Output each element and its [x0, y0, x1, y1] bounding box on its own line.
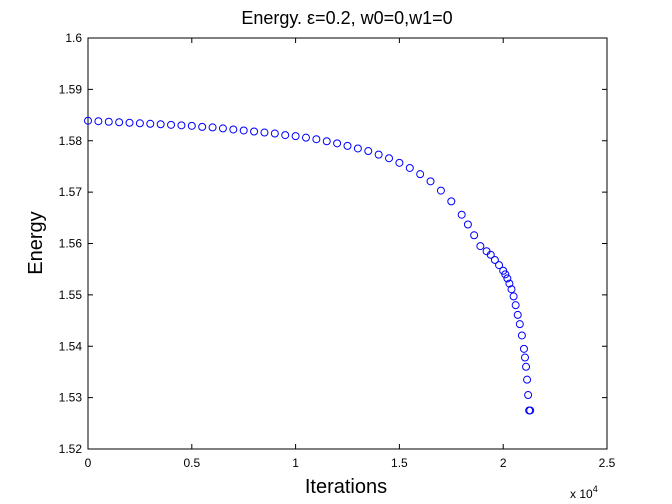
data-point — [486, 250, 495, 259]
data-point — [312, 135, 321, 144]
data-point — [94, 117, 103, 126]
y-tick-label: 1.55 — [59, 288, 83, 302]
data-point — [522, 362, 531, 371]
data-point — [505, 279, 514, 288]
data-point — [260, 128, 269, 137]
y-axis-label: Energy — [25, 211, 47, 274]
data-point — [490, 255, 499, 264]
x-tick-label: 1.5 — [391, 456, 408, 470]
chart-title: Energy. ε=0.2, w0=0,w1=0 — [241, 8, 452, 28]
data-point — [156, 120, 165, 129]
data-point — [177, 121, 186, 130]
y-tick-label: 1.52 — [59, 442, 83, 456]
data-point — [167, 120, 176, 129]
data-point — [281, 131, 290, 140]
x-scale-label: x 10 — [570, 487, 593, 501]
data-point — [515, 320, 524, 329]
data-point — [343, 141, 352, 150]
data-point — [495, 261, 504, 270]
plot-frame — [87, 37, 608, 450]
data-point — [511, 301, 520, 310]
data-point — [250, 127, 259, 136]
x-tick-label: 0.5 — [183, 456, 200, 470]
data-point — [115, 118, 124, 127]
data-point — [353, 144, 362, 153]
data-point — [395, 158, 404, 167]
axis-ticks: 0 0.5 1 1.5 2 2.51.521.531.541.551.561.571.58… — [59, 31, 616, 470]
x-tick-label: 0 — [85, 456, 92, 470]
data-point — [270, 129, 279, 138]
y-tick-label: 1.57 — [59, 185, 83, 199]
data-point — [470, 231, 479, 240]
data-point — [301, 133, 310, 142]
x-tick-label: 1 — [292, 456, 299, 470]
x-tick-label: 2.5 — [599, 456, 616, 470]
data-point — [385, 154, 394, 163]
data-point — [463, 220, 472, 229]
data-point — [198, 122, 207, 131]
data-point — [239, 126, 248, 135]
data-series — [84, 116, 535, 415]
data-point — [405, 163, 414, 172]
data-point — [84, 116, 92, 125]
data-point — [125, 118, 134, 127]
data-point — [135, 119, 144, 128]
y-tick-label: 1.58 — [59, 134, 83, 148]
data-point — [517, 331, 526, 340]
y-tick-label: 1.56 — [59, 237, 83, 251]
data-point — [476, 242, 485, 251]
x-axis-label: Iterations — [305, 476, 387, 498]
x-scale-factor: x 104 — [570, 484, 598, 501]
data-point — [524, 391, 533, 400]
data-point — [146, 119, 155, 128]
data-point — [447, 197, 456, 206]
plot-area — [87, 37, 608, 450]
data-point — [333, 139, 342, 148]
data-point — [513, 310, 522, 319]
y-tick-label: 1.6 — [65, 31, 82, 45]
data-point — [436, 186, 445, 195]
data-point — [520, 353, 529, 362]
data-point — [457, 210, 466, 219]
data-point — [218, 124, 227, 133]
y-tick-label: 1.53 — [59, 391, 83, 405]
x-scale-exponent: 4 — [593, 484, 598, 494]
data-point — [509, 292, 518, 301]
x-tick-label: 2 — [500, 456, 507, 470]
data-point — [364, 147, 373, 156]
data-point — [426, 177, 435, 186]
data-point — [503, 274, 512, 283]
data-point — [291, 132, 300, 141]
data-point — [416, 170, 425, 179]
data-point — [519, 344, 528, 353]
data-point — [229, 125, 238, 134]
data-point — [501, 270, 510, 279]
data-point — [104, 117, 113, 126]
y-tick-label: 1.54 — [59, 339, 83, 353]
data-point — [322, 137, 331, 146]
data-point — [523, 375, 532, 384]
data-point — [526, 406, 535, 415]
data-point — [374, 150, 383, 159]
data-point — [507, 285, 516, 294]
y-tick-label: 1.59 — [59, 82, 83, 96]
data-point — [187, 121, 196, 130]
data-point — [208, 123, 217, 132]
